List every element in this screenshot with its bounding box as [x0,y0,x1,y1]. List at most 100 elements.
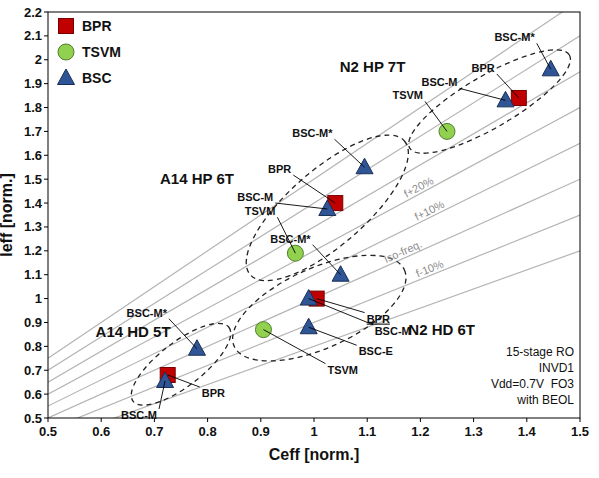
leader-line [263,330,325,364]
x-tick-label: 1.5 [571,424,589,439]
x-axis-title: Ceff [norm.] [269,446,360,463]
point-label: BPR [202,387,225,399]
point-label: TSVM [245,205,276,217]
leader-line [275,203,327,209]
legend-marker [59,19,74,34]
y-tick [44,155,48,156]
point-label: BPR [268,163,291,175]
point-label: BSC-M* [270,233,311,245]
plot-area [48,12,580,418]
y-tick [44,274,48,275]
chart: BPR BPR BPR BPR TSVM TSVM TSVM BSC-M BSC-M* BSC-M… [0,0,599,478]
x-tick [260,418,261,422]
x-tick-label: 0.8 [199,424,217,439]
y-tick [44,131,48,132]
y-tick-label: 1.7 [24,124,42,139]
x-tick [207,418,208,422]
legend-label: BSC [82,70,112,86]
y-tick-label: 2 [35,52,42,67]
leader-line [313,245,341,275]
x-tick-label: 1.3 [465,424,483,439]
legend-marker [58,44,74,60]
y-tick-label: 1.8 [24,100,42,115]
x-tick [101,418,102,422]
y-tick-label: 0.6 [24,387,42,402]
note: with BEOL [516,393,574,407]
group-ellipse [397,33,580,171]
x-tick [154,418,155,422]
leader-line [159,381,165,409]
y-tick [44,179,48,180]
y-tick [44,298,48,299]
data-point [319,200,336,216]
plot-frame [48,12,580,418]
y-tick [44,83,48,84]
legend: BPRTSVMBSC [58,18,121,86]
x-tick-label: 0.5 [39,424,57,439]
x-tick [420,418,421,422]
point-label: BSC-M [121,409,157,421]
point-label: BSC-M [375,325,411,337]
y-tick-label: 1.4 [24,196,43,211]
y-tick [44,59,48,60]
point-label: BSC-M* [127,307,168,319]
y-tick-label: 0.5 [24,411,42,426]
y-tick [44,226,48,227]
point-label: BSC-M* [292,127,333,139]
legend-marker [58,69,75,85]
y-tick [44,346,48,347]
y-tick [44,12,48,13]
point-label: TSVM [392,89,423,101]
leader-line [425,101,447,131]
reference-line [48,215,580,418]
leader-line [169,319,197,349]
x-tick-label: 0.6 [92,424,110,439]
x-tick [580,418,581,422]
point-label: BSC-M* [494,31,535,43]
background [0,0,599,478]
x-tick-label: 1.1 [358,424,376,439]
point-label: BSC-M [237,191,273,203]
group-label: A14 HP 6T [160,170,234,187]
data-point [157,372,174,388]
y-tick [44,394,48,395]
y-tick [44,35,48,36]
x-tick-label: 1 [310,424,317,439]
reference-line [48,12,580,358]
data-point [542,60,559,76]
point-label: BPR [367,313,390,325]
y-tick [44,107,48,108]
x-tick-label: 0.7 [145,424,163,439]
x-tick [526,418,527,422]
y-tick-label: 2.2 [24,5,42,20]
y-tick [44,250,48,251]
leader-line [293,175,335,203]
reference-label: f-10% [414,257,445,279]
legend-label: TSVM [82,44,121,60]
reference-line [48,36,580,370]
reference-line [48,179,580,418]
y-tick-label: 0.8 [24,339,42,354]
reference-line [48,143,580,406]
leader-line [497,74,519,98]
reference-line [48,108,580,395]
leader-line [168,375,200,387]
point-label: BPR [472,62,495,74]
data-point [300,318,317,334]
y-tick-label: 1.9 [24,76,42,91]
leader-line [537,43,551,69]
leader-line [309,327,357,345]
x-tick-label: 0.9 [252,424,270,439]
point-label: BSC-E [359,345,393,357]
x-tick [48,418,49,422]
y-tick-label: 1.6 [24,148,42,163]
point-label: TSVM [327,364,358,376]
x-tick-label: 1.4 [518,424,537,439]
data-point [300,290,317,306]
y-tick [44,322,48,323]
reference-label: Iso-freq. [382,238,424,265]
y-tick-label: 1.5 [24,172,42,187]
note: 15-stage RO [506,345,574,359]
y-tick-label: 0.9 [24,315,42,330]
group-label: N2 HP 7T [340,58,406,75]
